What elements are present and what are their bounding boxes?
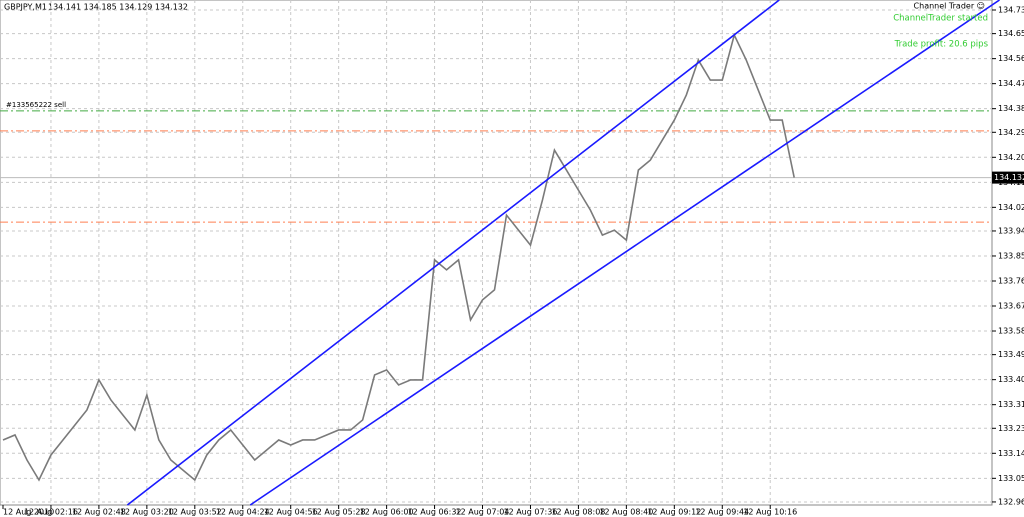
y-tick-label: 133.670 [998,302,1024,311]
y-tick-label: 133.940 [998,226,1024,235]
indicator-name: Channel Trader ☺ [914,2,985,11]
x-tick-label: 12 Aug 08:40 [599,508,653,517]
x-tick-label: 12 Aug 10:16 [743,508,797,517]
status-message: Trade profit: 20.6 pips [894,40,989,50]
x-tick-label: 12 Aug 06:00 [360,508,414,517]
y-tick-label: 134.025 [998,203,1024,212]
y-tick-label: 134.735 [998,6,1024,15]
channel-line [249,0,1000,506]
y-tick-label: 134.205 [998,153,1024,162]
x-tick-label: 12 Aug 03:20 [120,508,174,517]
y-tick-label: 134.380 [998,104,1024,113]
x-tick-label: 12 Aug 04:56 [264,508,318,517]
y-tick-label: 133.230 [998,424,1024,433]
y-tick-label: 134.650 [998,29,1024,38]
x-tick-label: 12 Aug 06:32 [408,508,462,517]
y-tick-label: 133.140 [998,449,1024,458]
y-tick-label: 133.050 [998,474,1024,483]
level-label: #133565222 sell [6,101,66,109]
y-tick-label: 133.495 [998,350,1024,359]
y-tick-label: 133.580 [998,327,1024,336]
x-tick-label: 12 Aug 04:24 [216,508,270,517]
y-tick-label: 133.760 [998,276,1024,285]
x-tick-label: 12 Aug 09:44 [695,508,749,517]
price-tag [992,171,1024,184]
price-tag-label: 134.132 [994,173,1024,182]
quote: 134.141 134.185 134.129 134.132 [48,3,188,12]
symbol: GBPJPY,M1 [4,3,47,12]
y-tick-label: 133.315 [998,400,1024,409]
y-tick-label: 134.295 [998,128,1024,137]
channel-line [126,0,780,506]
y-tick-label: 132.965 [998,497,1024,506]
x-tick-label: 12 Aug 02:48 [72,508,126,517]
y-tick-label: 134.560 [998,54,1024,63]
x-tick-label: 12 Aug 05:28 [312,508,366,517]
x-tick-label: 12 Aug 02:16 [24,508,78,517]
x-tick-label: 12 Aug 08:08 [551,508,605,517]
status-message: ChannelTrader started [893,14,988,24]
y-tick-label: 133.405 [998,375,1024,384]
x-tick-label: 12 Aug 07:36 [503,508,557,517]
x-tick-label: 12 Aug 03:52 [168,508,222,517]
price-series [2,32,795,482]
x-tick-label: 12 Aug 07:04 [456,508,510,517]
plot-frame [0,0,993,506]
y-tick-label: 134.470 [998,79,1024,88]
y-tick-label: 133.850 [998,251,1024,260]
x-tick-label: 12 Aug 09:12 [647,508,701,517]
x-tick-label: 12 Aug 2010 [3,508,54,517]
